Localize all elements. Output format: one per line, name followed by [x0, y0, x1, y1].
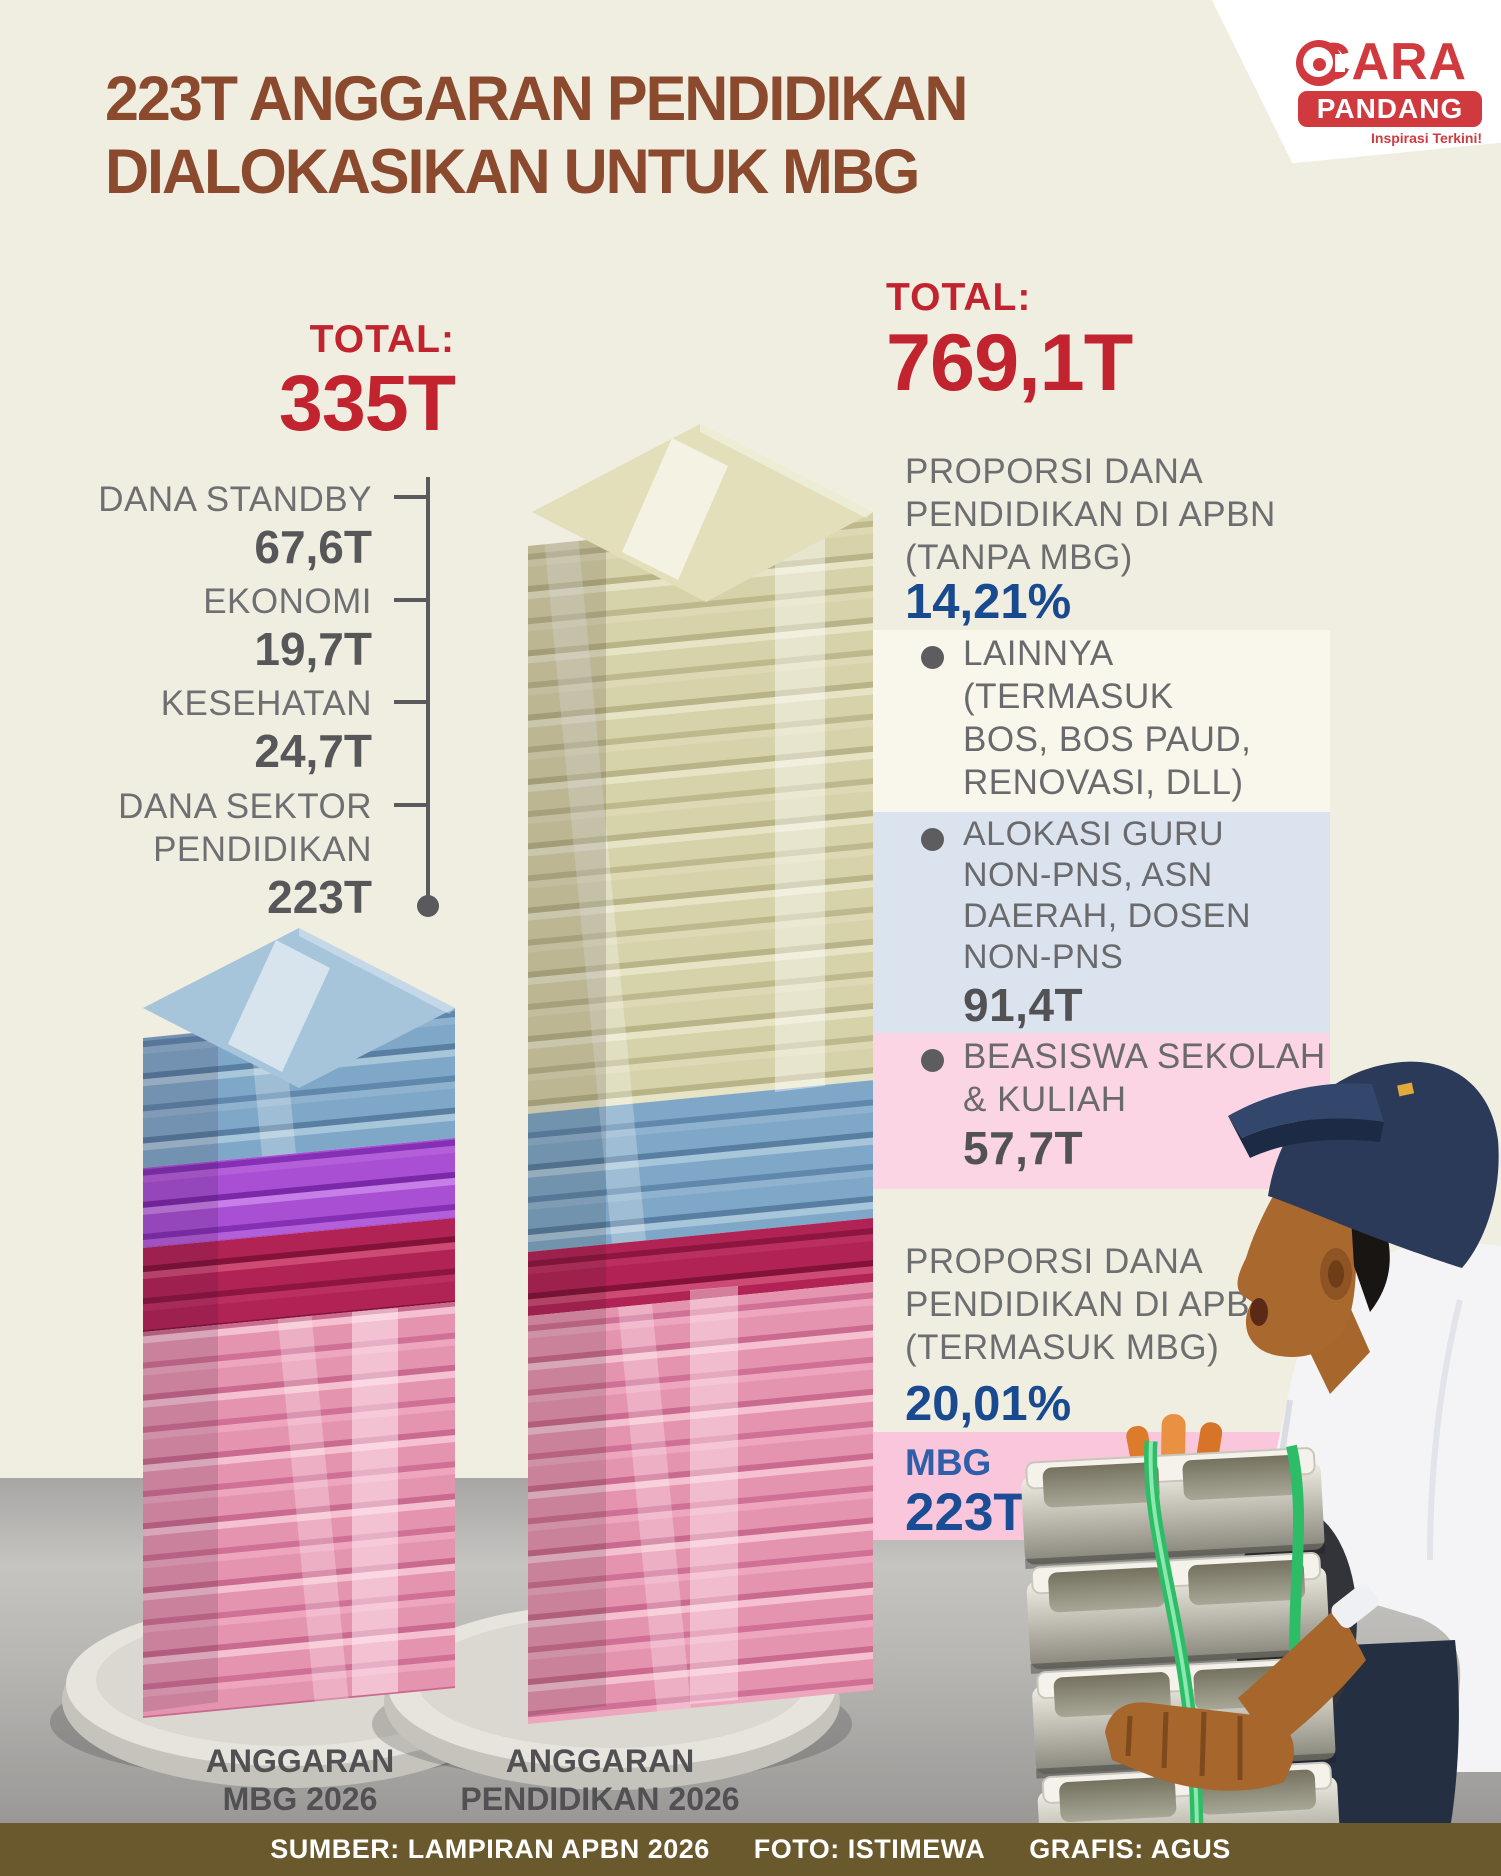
breakdown-alokasi-guru: ALOKASI GURU NON-PNS, ASN DAERAH, DOSEN … — [873, 812, 1330, 1033]
item-line: BOS, BOS PAUD, — [963, 720, 1252, 759]
item-value: 19,7T — [254, 623, 372, 675]
item-value: 24,7T — [254, 725, 372, 777]
item-value: 57,7T — [963, 1122, 1084, 1174]
mbg-highlight-box: MBG 223T — [873, 1432, 1330, 1542]
item-line: & KULIAH — [963, 1080, 1127, 1119]
list-item: DANA STANDBY 67,6T — [58, 478, 372, 573]
proporsi-tanpa-value: 14,21% — [905, 575, 1072, 629]
pendidikan-total: TOTAL: 769,1T — [886, 276, 1133, 408]
item-label: DANA STANDBY — [98, 480, 372, 519]
mbg-label: MBG — [905, 1442, 992, 1483]
caption-mbg: ANGGARAN MBG 2026 — [140, 1742, 460, 1818]
caption-line: MBG 2026 — [222, 1781, 378, 1817]
item-line: NON-PNS, ASN — [963, 856, 1213, 894]
footer-photo: FOTO: ISTIMEWA — [753, 1834, 986, 1864]
list-item: KESEHATAN 24,7T — [58, 682, 372, 777]
item-value: 67,6T — [254, 521, 372, 573]
caption-pendidikan: ANGGARAN PENDIDIKAN 2026 — [420, 1742, 780, 1818]
bullet-icon — [921, 646, 944, 669]
para-line: PROPORSI DANA — [905, 452, 1204, 491]
item-line: RENOVASI, DLL) — [963, 763, 1244, 802]
item-line: DAERAH, DOSEN — [963, 897, 1251, 935]
list-item: DANA SEKTOR PENDIDIKAN 223T — [58, 785, 372, 923]
mbg-total-value: 335T — [278, 358, 456, 447]
footer-credits: SUMBER: LAMPIRAN APBN 2026 FOTO: ISTIMEW… — [0, 1823, 1501, 1876]
para-line: (TANPA MBG) — [905, 538, 1133, 577]
item-line: LAINNYA (TERMASUK — [963, 634, 1174, 716]
item-value: 91,4T — [963, 979, 1084, 1031]
pendidikan-total-value: 769,1T — [886, 318, 1133, 408]
footer-graphic: GRAFIS: AGUS — [1029, 1834, 1231, 1864]
proporsi-termasuk-mbg: PROPORSI DANA PENDIDIKAN DI APBN (TERMAS… — [905, 1240, 1335, 1369]
caption-line: ANGGARAN — [505, 1743, 695, 1779]
title-line-1: 223T ANGGARAN PENDIDIKAN — [105, 63, 968, 134]
item-label: KESEHATAN — [160, 684, 372, 723]
item-label: DANA SEKTOR — [118, 787, 372, 826]
logo-text-pandang: PANDANG — [1298, 91, 1482, 127]
pendidikan-total-label: TOTAL: — [886, 276, 1032, 319]
page-title: 223T ANGGARAN PENDIDIKAN DIALOKASIKAN UN… — [105, 62, 968, 208]
list-item: EKONOMI 19,7T — [58, 580, 372, 675]
item-label: EKONOMI — [203, 582, 372, 621]
axis-bracket — [394, 477, 439, 917]
logo-brand-top: CARA — [1296, 36, 1482, 88]
proporsi-tanpa-mbg: PROPORSI DANA PENDIDIKAN DI APBN (TANPA … — [905, 450, 1335, 579]
item-value: 223T — [267, 871, 372, 923]
breakdown-lainnya: LAINNYA (TERMASUK BOS, BOS PAUD, RENOVAS… — [873, 630, 1330, 856]
cap-emblem — [1397, 1082, 1415, 1097]
breakdown-beasiswa: BEASISWA SEKOLAH & KULIAH 57,7T — [873, 1033, 1330, 1189]
mbg-value: 223T — [905, 1483, 1026, 1542]
hair — [1350, 1200, 1390, 1312]
item-line: ALOKASI GURU — [963, 815, 1225, 853]
para-line: (TERMASUK MBG) — [905, 1328, 1220, 1367]
para-line: PROPORSI DANA — [905, 1242, 1204, 1281]
bullet-icon — [921, 828, 944, 851]
footer-source: SUMBER: LAMPIRAN APBN 2026 — [270, 1834, 710, 1864]
cara-pandang-logo: CARA PANDANG Inspirasi Terkini! — [1296, 36, 1482, 146]
para-line: PENDIDIKAN DI APBN — [905, 495, 1276, 534]
title-line-2: DIALOKASIKAN UNTUK MBG — [105, 135, 920, 207]
para-line: PENDIDIKAN DI APBN — [905, 1285, 1276, 1324]
mbg-total: TOTAL: 335T — [150, 318, 456, 447]
item-line: NON-PNS — [963, 938, 1124, 976]
eye-icon — [1296, 40, 1345, 86]
item-line: BEASISWA SEKOLAH — [963, 1037, 1326, 1076]
proporsi-termasuk-value: 20,01% — [905, 1377, 1072, 1431]
bullet-icon — [921, 1049, 944, 1072]
item-label: PENDIDIKAN — [153, 830, 372, 869]
logo-tagline: Inspirasi Terkini! — [1371, 130, 1482, 146]
caption-line: PENDIDIKAN 2026 — [460, 1781, 740, 1817]
mbg-total-label: TOTAL: — [309, 318, 455, 361]
caption-line: ANGGARAN — [205, 1743, 395, 1779]
